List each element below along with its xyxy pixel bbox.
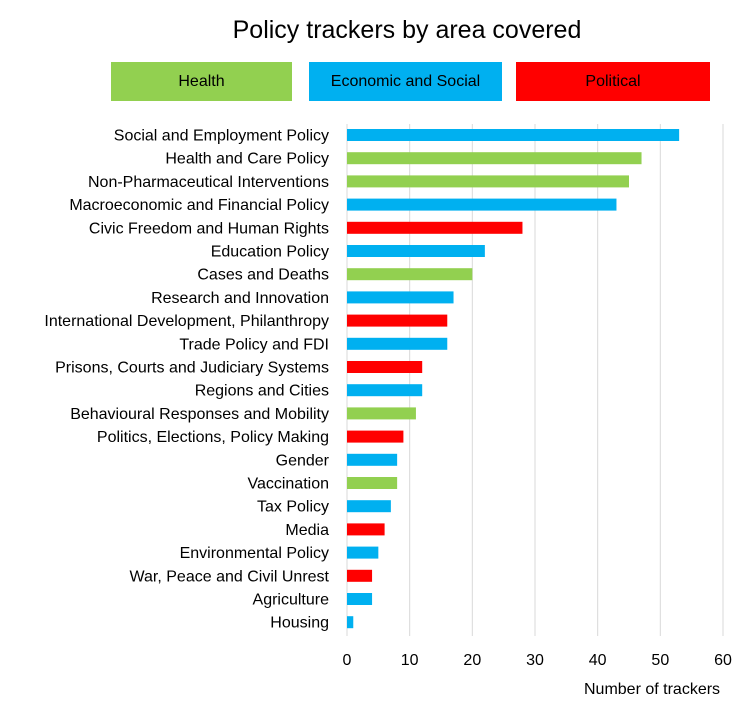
category-label: Politics, Elections, Policy Making — [97, 429, 329, 446]
bar — [347, 221, 523, 234]
bar — [347, 384, 423, 397]
bar — [347, 407, 416, 420]
bar — [347, 337, 448, 350]
bar — [347, 152, 642, 165]
category-label: Non-Pharmaceutical Interventions — [88, 174, 329, 191]
bar — [347, 291, 454, 304]
category-label: Media — [285, 522, 329, 539]
legend-item-political: Political — [516, 62, 710, 101]
bar — [347, 453, 398, 466]
legend-item-health: Health — [111, 62, 292, 101]
category-label: Trade Policy and FDI — [179, 336, 329, 353]
chart-title: Policy trackers by area covered — [232, 16, 582, 44]
legend-label-health: Health — [178, 72, 225, 90]
category-label: International Development, Philanthropy — [44, 313, 329, 330]
bar — [347, 245, 485, 257]
bar — [347, 198, 617, 211]
bar — [347, 569, 373, 582]
category-label: Behavioural Responses and Mobility — [70, 406, 329, 423]
x-tick-label: 20 — [463, 652, 481, 669]
legend-item-economic-and-social: Economic and Social — [309, 62, 502, 101]
category-label: Research and Innovation — [151, 290, 329, 307]
x-tick-label: 0 — [343, 652, 352, 669]
category-label: Vaccination — [247, 476, 329, 493]
legend-label-economic-and-social: Economic and Social — [330, 72, 481, 90]
bar — [347, 314, 448, 327]
bar — [347, 500, 391, 513]
category-label: Environmental Policy — [180, 545, 329, 562]
category-label: Cases and Deaths — [197, 267, 329, 284]
category-label: Civic Freedom and Human Rights — [89, 220, 329, 237]
bar — [347, 477, 398, 489]
bar — [347, 523, 385, 536]
bar — [347, 361, 423, 373]
category-label: Tax Policy — [257, 499, 329, 516]
category-label: Macroeconomic and Financial Policy — [69, 197, 329, 214]
bar — [347, 593, 373, 605]
bar — [347, 268, 473, 281]
x-tick-label: 60 — [714, 652, 732, 669]
x-axis-label: Number of trackers — [584, 681, 721, 698]
x-tick-label: 10 — [401, 652, 419, 669]
category-label: Agriculture — [253, 592, 330, 609]
category-label: Prisons, Courts and Judiciary Systems — [55, 360, 329, 377]
category-label: Social and Employment Policy — [114, 128, 329, 145]
category-label: Housing — [270, 615, 329, 632]
bar — [347, 616, 354, 629]
category-label: Regions and Cities — [195, 383, 329, 400]
legend-label-political: Political — [585, 72, 641, 90]
category-label: War, Peace and Civil Unrest — [130, 568, 330, 585]
category-label: Gender — [276, 452, 330, 469]
bar — [347, 129, 680, 141]
bar — [347, 430, 404, 443]
bar — [347, 175, 629, 188]
x-tick-label: 30 — [526, 652, 544, 669]
x-tick-label: 40 — [589, 652, 607, 669]
bar — [347, 546, 379, 559]
category-label: Health and Care Policy — [165, 151, 329, 168]
x-tick-label: 50 — [651, 652, 669, 669]
category-label: Education Policy — [211, 244, 329, 261]
